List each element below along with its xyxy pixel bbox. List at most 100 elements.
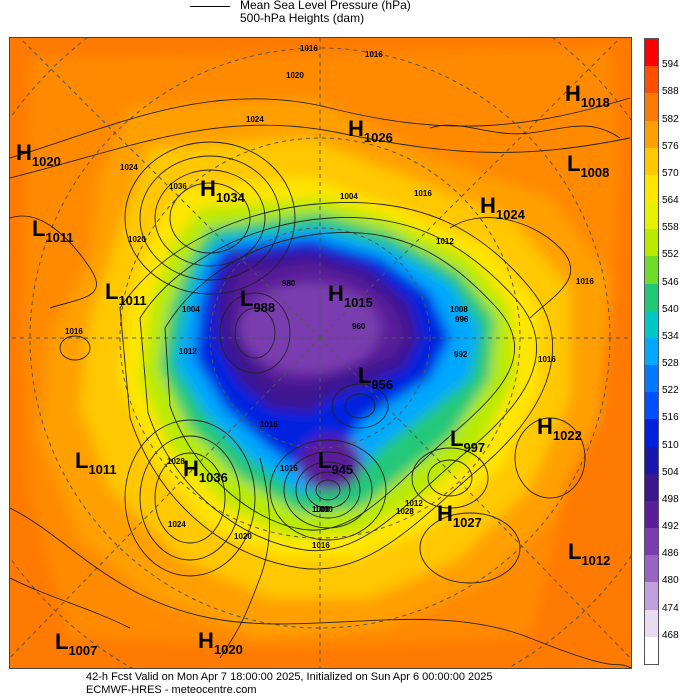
- pressure-system-l-1008: L1008: [567, 151, 609, 181]
- colorbar-cell: [645, 365, 658, 393]
- height-colorbar: [644, 38, 659, 665]
- pressure-system-letter: H: [328, 281, 344, 306]
- pressure-system-letter: H: [565, 81, 581, 106]
- pressure-system-letter: H: [200, 176, 216, 201]
- isobar-label: 1016: [365, 50, 383, 59]
- pressure-system-h-1026: H1026: [348, 116, 393, 146]
- pressure-system-letter: L: [32, 216, 46, 241]
- colorbar-label: 492: [662, 521, 679, 533]
- colorbar-cell: [645, 446, 658, 475]
- colorbar-cell: [645, 636, 658, 665]
- colorbar-label: 552: [662, 249, 679, 261]
- isobar-label: 1012: [436, 237, 454, 246]
- colorbar-label: 504: [662, 466, 679, 478]
- pressure-system-value: 1034: [215, 190, 245, 205]
- pressure-system-letter: L: [318, 448, 332, 473]
- colorbar-cell: [645, 39, 658, 67]
- isobar-label: 1016: [65, 327, 83, 336]
- pressure-system-l-1011-c: L1011: [75, 448, 117, 478]
- colorbar-label: 582: [662, 113, 679, 125]
- legend-text: Mean Sea Level Pressure (hPa) 500-hPa He…: [240, 0, 411, 25]
- pressure-system-letter: L: [55, 629, 69, 654]
- fill-low-center: [298, 435, 362, 491]
- isobar-label: 1016: [260, 420, 278, 429]
- pressure-system-value: 956: [371, 377, 394, 392]
- colorbar-cell: [645, 229, 658, 257]
- pressure-system-value: 1015: [343, 295, 373, 310]
- pressure-system-l-1011-b: L1011: [105, 279, 147, 309]
- pressure-system-l-997: L997: [450, 426, 486, 456]
- colorbar-cell: [645, 473, 658, 502]
- pressure-system-h-1036: H1036: [183, 456, 228, 486]
- colorbar-label: 534: [662, 330, 679, 342]
- pressure-system-value: 1022: [552, 428, 582, 443]
- pressure-system-letter: L: [450, 426, 464, 451]
- colorbar-label: 480: [662, 575, 679, 587]
- pressure-system-value: 1012: [581, 553, 611, 568]
- isobar-label: 1024: [120, 163, 138, 172]
- colorbar-cell: [645, 500, 658, 529]
- forecast-valid-text: 42-h Fcst Valid on Mon Apr 7 18:00:00 20…: [86, 671, 493, 683]
- pressure-system-value: 1011: [88, 462, 117, 477]
- colorbar-cell: [645, 283, 658, 312]
- pressure-system-value: 1024: [495, 207, 525, 222]
- pressure-system-letter: H: [437, 501, 453, 526]
- colorbar-cell: [645, 392, 658, 420]
- pressure-system-letter: H: [480, 193, 496, 218]
- pressure-system-value: 1018: [580, 95, 610, 110]
- pressure-system-letter: H: [183, 456, 199, 481]
- pressure-system-h-1015: H1015: [328, 281, 373, 311]
- pressure-system-value: 1011: [45, 230, 74, 245]
- isobar-label: 996: [455, 315, 469, 324]
- colorbar-label: 558: [662, 222, 679, 234]
- colorbar-label: 486: [662, 548, 679, 560]
- pressure-system-value: 988: [253, 300, 276, 315]
- colorbar-label: 588: [662, 86, 679, 98]
- pressure-system-letter: H: [537, 414, 553, 439]
- pressure-system-letter: L: [75, 448, 89, 473]
- pressure-system-l-1007: L1007: [55, 629, 98, 659]
- pressure-system-h-1020-west: H1020: [16, 142, 61, 170]
- isobar-label: 1028: [396, 507, 414, 516]
- isobar-label: 980: [282, 279, 296, 288]
- isobar-label: 1016: [300, 44, 318, 53]
- isobar-label: 1016: [576, 277, 594, 286]
- lat-lon-grid: [10, 38, 631, 668]
- isobar-label: 1020: [286, 71, 304, 80]
- isobar-label: 1028: [167, 457, 185, 466]
- isobar-label: 1036: [169, 182, 187, 191]
- isobar-label: 1016: [538, 355, 556, 364]
- coastlines: [10, 124, 621, 659]
- pressure-system-h-1034: H1034: [200, 176, 245, 206]
- colorbar-cell: [645, 609, 658, 638]
- map-legend: Mean Sea Level Pressure (hPa) 500-hPa He…: [190, 0, 490, 26]
- colorbar-label: 474: [662, 602, 679, 614]
- pressure-system-letter: L: [240, 286, 254, 311]
- pressure-system-letter: L: [568, 539, 582, 564]
- pressure-system-value: 997: [463, 440, 486, 455]
- height-field-map: [10, 38, 631, 668]
- colorbar-cell: [645, 582, 658, 611]
- colorbar-label: 516: [662, 412, 679, 424]
- pressure-system-letter: H: [348, 116, 364, 141]
- colorbar-label: 522: [662, 385, 679, 397]
- colorbar-label: 576: [662, 140, 679, 152]
- isobar-label: 1016: [280, 464, 298, 473]
- isobar-label: 1016: [312, 541, 330, 550]
- model-credit-text: ECMWF-HRES - meteocentre.com: [86, 684, 257, 696]
- pressure-system-l-945: L945: [318, 448, 353, 478]
- pressure-system-letter: L: [105, 279, 119, 304]
- colorbar-cell: [645, 419, 658, 448]
- isobar-label: 1008: [450, 305, 468, 314]
- pressure-system-value: 1007: [68, 643, 98, 658]
- isobar-label: 1012: [405, 499, 423, 508]
- pressure-system-h-1022: H1022: [537, 414, 582, 444]
- pressure-system-value: 1011: [118, 293, 147, 308]
- pressure-system-value: 1036: [198, 470, 228, 485]
- pressure-system-letter: L: [358, 363, 372, 388]
- pressure-system-h-1027: H1027: [437, 501, 482, 531]
- pressure-system-h-1018: H1018: [565, 81, 610, 111]
- colorbar-cell: [645, 147, 658, 176]
- pressure-system-letter: L: [567, 151, 581, 176]
- colorbar-label: 540: [662, 303, 679, 315]
